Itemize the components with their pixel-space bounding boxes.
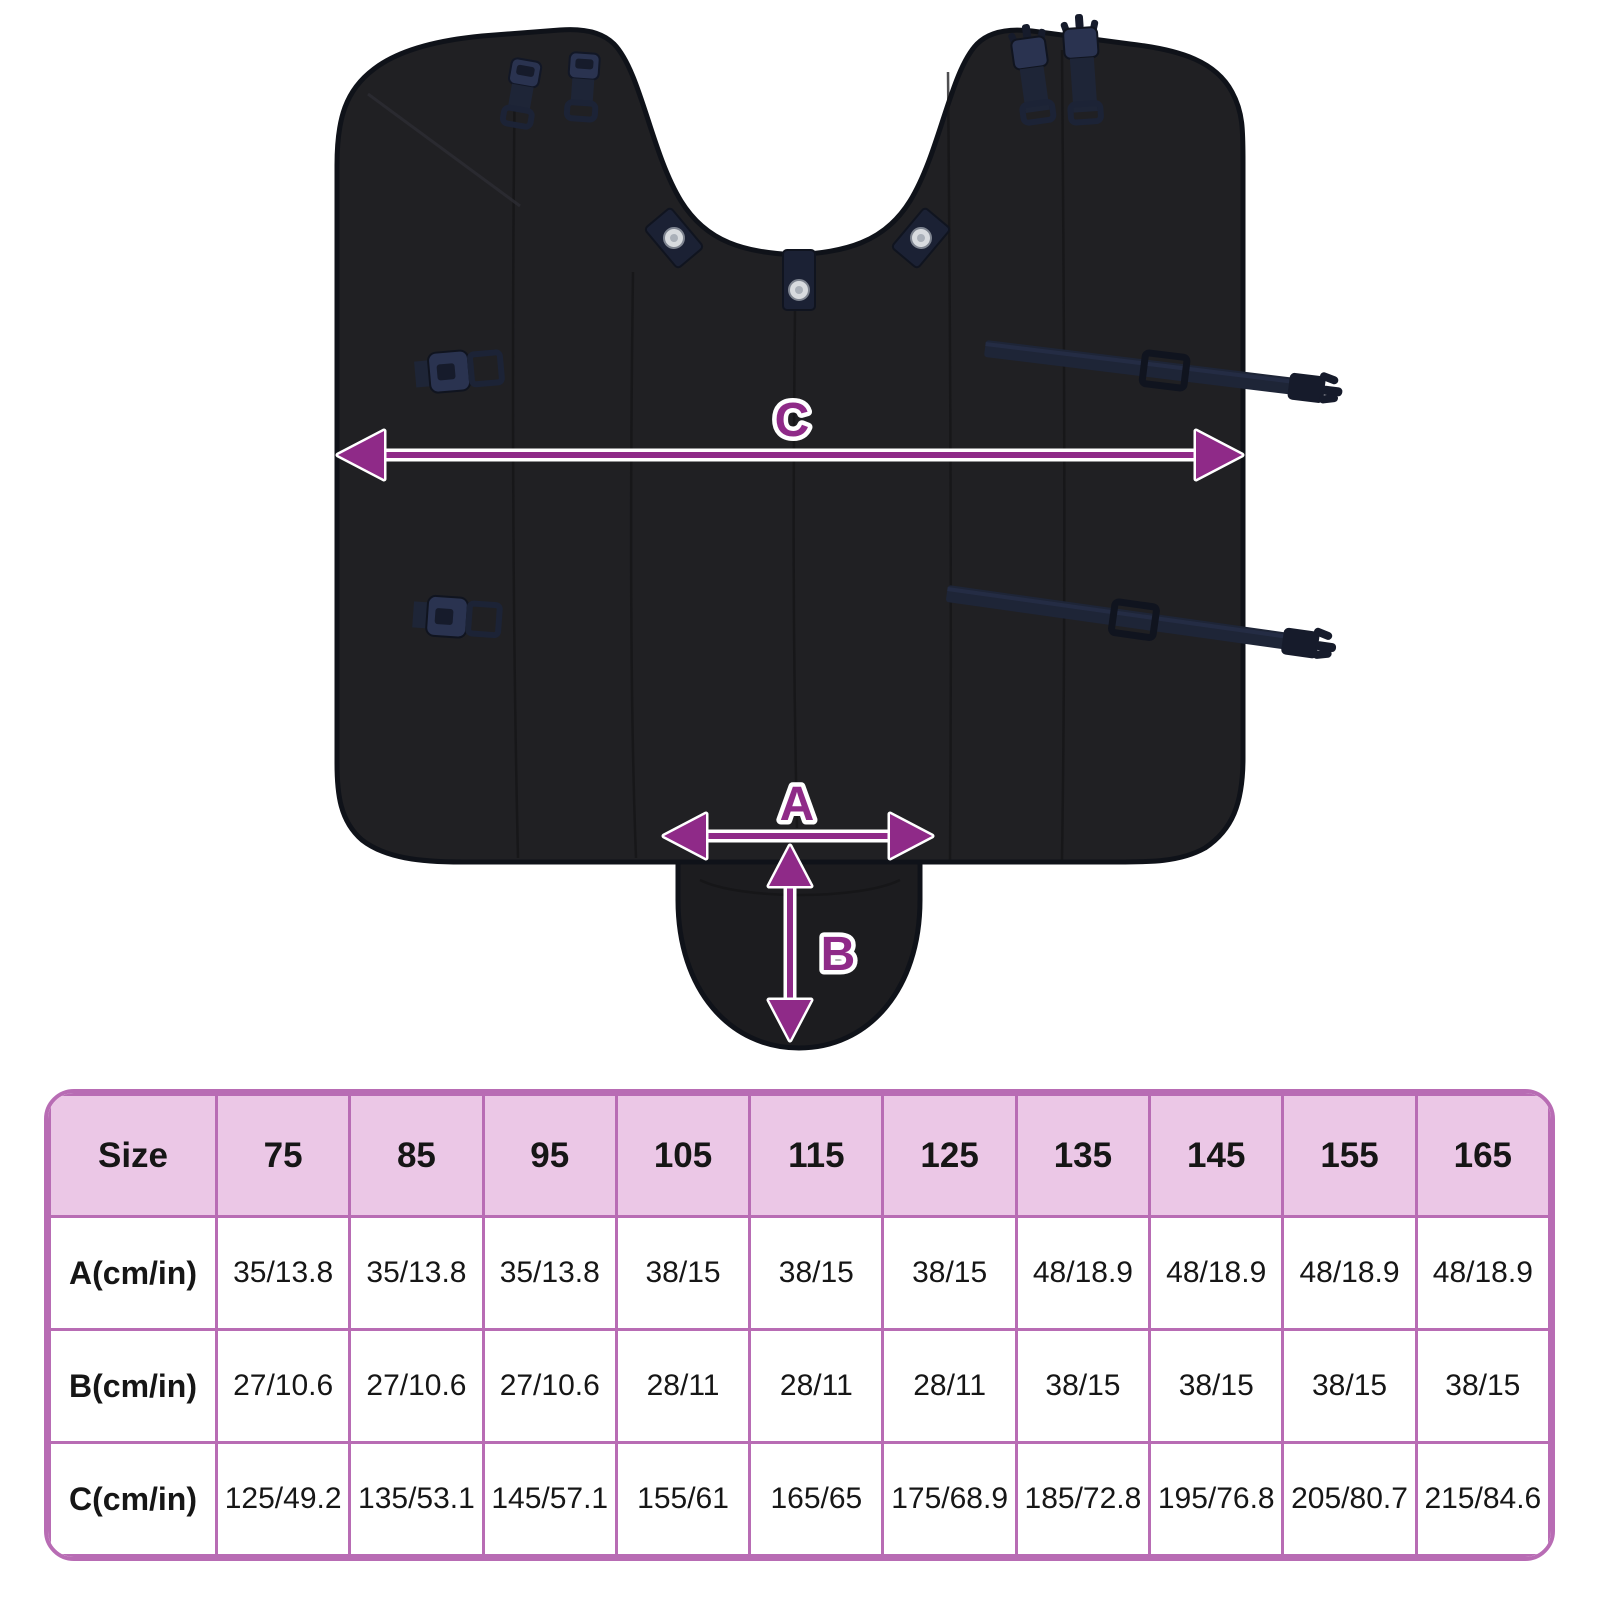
table-row-c: C(cm/in) 125/49.2 135/53.1 145/57.1 155/… — [48, 1441, 1551, 1557]
side-buckle-icon — [414, 349, 505, 394]
dimension-c-arrow: C — [335, 390, 1245, 482]
table-cell: 145/57.1 — [481, 1441, 618, 1557]
arrow-down-icon — [766, 997, 814, 1043]
product-measurement-diagram: C A B — [334, 13, 1343, 1051]
table-header-cell: 145 — [1148, 1093, 1285, 1218]
front-buckle-icon — [499, 57, 543, 130]
table-cell: 38/15 — [1414, 1328, 1551, 1444]
table-row-a: A(cm/in) 35/13.8 35/13.8 35/13.8 38/15 3… — [48, 1215, 1551, 1331]
table-cell: 195/76.8 — [1148, 1441, 1285, 1557]
row-label-cell: C(cm/in) — [48, 1441, 218, 1557]
table-cell: 48/18.9 — [1014, 1215, 1152, 1331]
row-label-cell: B(cm/in) — [48, 1328, 218, 1444]
size-table: Size 75 85 95 105 115 125 135 145 155 16… — [44, 1089, 1555, 1561]
table-cell: 125/49.2 — [214, 1441, 352, 1557]
arrow-right-icon — [887, 811, 935, 861]
table-row-b: B(cm/in) 27/10.6 27/10.6 27/10.6 28/11 2… — [48, 1328, 1551, 1444]
dimension-label-a: A — [780, 778, 815, 831]
table-cell: 135/53.1 — [348, 1441, 485, 1557]
table-cell: 175/68.9 — [881, 1441, 1018, 1557]
dimension-b-arrow: B — [766, 843, 860, 1043]
table-cell: 205/80.7 — [1281, 1441, 1418, 1557]
table-cell: 48/18.9 — [1414, 1215, 1551, 1331]
table-cell: 38/15 — [881, 1215, 1018, 1331]
dimension-label-c: C — [775, 394, 810, 447]
arrow-left-icon — [661, 811, 709, 861]
clip-buckle-icon — [1281, 627, 1337, 659]
tail-flap — [675, 827, 923, 1051]
table-header-cell: 95 — [481, 1093, 618, 1218]
strap-slider-icon — [1108, 598, 1160, 641]
table-cell: 38/15 — [1148, 1328, 1285, 1444]
table-cell: 38/15 — [748, 1215, 885, 1331]
front-buckle-icon — [1008, 24, 1057, 126]
belly-strap — [946, 585, 1337, 659]
neck-snap-tab-right — [891, 207, 951, 269]
size-table-header-row: Size 75 85 95 105 115 125 135 145 155 16… — [48, 1093, 1551, 1218]
arrow-up-icon — [766, 843, 814, 889]
table-cell: 35/13.8 — [481, 1215, 618, 1331]
side-buckle-icon — [412, 594, 503, 639]
strap-slider-icon — [1138, 349, 1191, 392]
table-header-cell: 85 — [348, 1093, 485, 1218]
neck-snap-tab-left — [644, 207, 704, 269]
table-cell: 48/18.9 — [1148, 1215, 1285, 1331]
table-cell: 27/10.6 — [348, 1328, 485, 1444]
table-cell: 28/11 — [748, 1328, 885, 1444]
table-header-cell: 75 — [214, 1093, 352, 1218]
table-header-cell: 155 — [1281, 1093, 1418, 1218]
table-header-cell: 135 — [1014, 1093, 1152, 1218]
table-cell: 27/10.6 — [481, 1328, 618, 1444]
table-cell: 215/84.6 — [1414, 1441, 1551, 1557]
table-cell: 35/13.8 — [214, 1215, 352, 1331]
table-header-cell: Size — [48, 1093, 218, 1218]
table-cell: 38/15 — [614, 1215, 752, 1331]
table-cell: 185/72.8 — [1014, 1441, 1152, 1557]
table-header-cell: 125 — [881, 1093, 1018, 1218]
arrow-right-icon — [1193, 428, 1245, 482]
clip-buckle-icon — [1287, 372, 1343, 404]
table-cell: 38/15 — [1014, 1328, 1152, 1444]
row-label-cell: A(cm/in) — [48, 1215, 218, 1331]
table-cell: 28/11 — [614, 1328, 752, 1444]
front-buckle-icon — [563, 51, 601, 123]
table-cell: 155/61 — [614, 1441, 752, 1557]
belly-strap — [984, 340, 1343, 404]
arrow-left-icon — [335, 428, 387, 482]
front-buckle-icon — [1060, 13, 1104, 126]
table-cell: 28/11 — [881, 1328, 1018, 1444]
table-header-cell: 105 — [614, 1093, 752, 1218]
dimension-label-b: B — [821, 928, 856, 981]
table-cell: 165/65 — [748, 1441, 885, 1557]
table-header-cell: 115 — [748, 1093, 885, 1218]
table-header-cell: 165 — [1414, 1093, 1551, 1218]
table-cell: 48/18.9 — [1281, 1215, 1418, 1331]
table-cell: 35/13.8 — [348, 1215, 485, 1331]
neck-snap-tab-center — [782, 249, 816, 311]
blanket-body — [334, 27, 1246, 865]
dimension-a-arrow: A — [661, 774, 935, 861]
table-cell: 27/10.6 — [214, 1328, 352, 1444]
table-cell: 38/15 — [1281, 1328, 1418, 1444]
